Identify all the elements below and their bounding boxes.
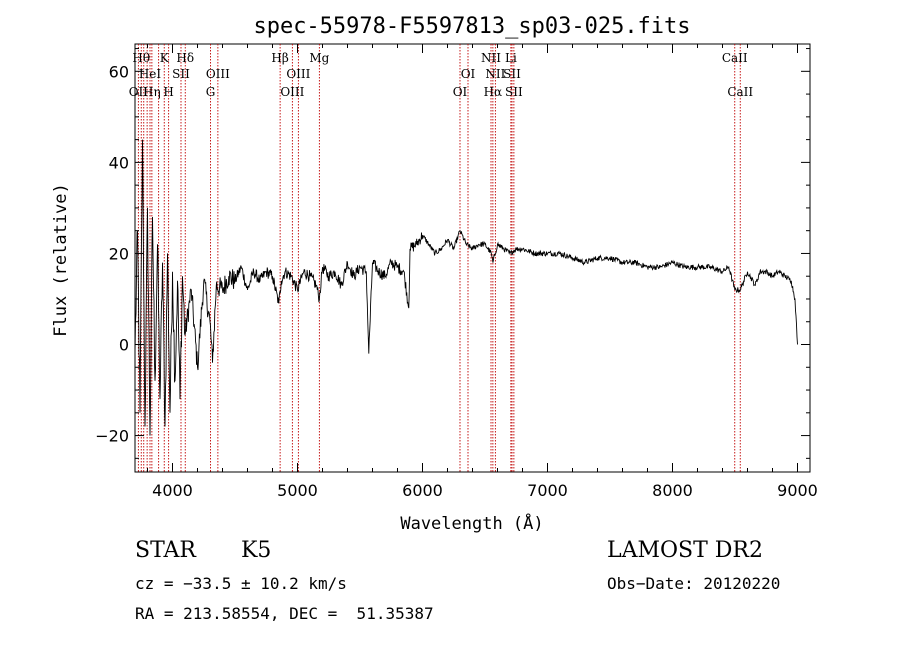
coordinates-readout: RA = 213.58554, DEC = 51.35387 bbox=[135, 604, 434, 623]
obs-date: Obs−Date: 20120220 bbox=[607, 574, 781, 593]
spectrum-series bbox=[134, 139, 798, 436]
line-marker-label: H bbox=[163, 85, 173, 99]
line-marker-label: CaII bbox=[727, 85, 753, 99]
line-marker-label: Mg bbox=[309, 51, 329, 65]
line-marker-label: SII bbox=[172, 67, 190, 81]
line-marker-label: SII bbox=[503, 67, 521, 81]
y-tick-label: 0 bbox=[119, 336, 129, 355]
x-axis-label: Wavelength (Å) bbox=[400, 512, 543, 534]
x-tick-label: 8000 bbox=[652, 481, 693, 500]
line-marker-label: Hα bbox=[484, 85, 503, 99]
line-marker-label: Li bbox=[505, 51, 517, 65]
axis-ticks bbox=[135, 44, 810, 472]
line-marker-label: OIII bbox=[286, 67, 310, 81]
line-marker-label: NII bbox=[485, 67, 505, 81]
line-marker-label: CaII bbox=[722, 51, 748, 65]
line-marker-label: K bbox=[160, 51, 170, 65]
line-marker-label: SII bbox=[505, 85, 523, 99]
line-marker-label: Hθ bbox=[132, 51, 150, 65]
spectrum-line bbox=[134, 139, 798, 436]
line-marker-label: NII bbox=[481, 51, 501, 65]
object-subclass: K5 bbox=[241, 538, 272, 563]
object-class: STAR bbox=[135, 538, 196, 563]
survey-name: LAMOST DR2 bbox=[607, 538, 763, 563]
y-tick-label: 60 bbox=[109, 62, 129, 81]
x-tick-label: 5000 bbox=[277, 481, 318, 500]
line-marker-label: Hβ bbox=[271, 51, 288, 65]
line-marker-label: Hη bbox=[143, 85, 161, 99]
redshift-readout: cz = −33.5 ± 10.2 km/s bbox=[135, 574, 347, 593]
axis-tick-labels: 4000 5000 6000 7000 8000 9000 −20 0 20 40 60 bbox=[95, 62, 818, 500]
line-marker-label: OII bbox=[129, 85, 149, 99]
line-marker-label: OI bbox=[453, 85, 468, 99]
line-markers bbox=[137, 44, 741, 472]
line-marker-label: OIII bbox=[280, 85, 304, 99]
line-marker-label: OI bbox=[461, 67, 476, 81]
line-marker-label: OIII bbox=[206, 67, 230, 81]
y-axis-label: Flux (relative) bbox=[51, 183, 71, 337]
line-marker-label: G bbox=[206, 85, 216, 99]
x-tick-label: 6000 bbox=[402, 481, 443, 500]
line-marker-labels: OII Hθ HeI Hη K H SII Hδ G OIII Hβ OIII OIII Mg OI OI NI… bbox=[129, 51, 754, 99]
x-tick-label: 9000 bbox=[777, 481, 818, 500]
line-marker-label: HeI bbox=[139, 67, 162, 81]
y-tick-label: −20 bbox=[95, 427, 129, 446]
y-tick-label: 20 bbox=[109, 244, 129, 263]
x-tick-label: 4000 bbox=[152, 481, 193, 500]
chart-title: spec-55978-F5597813_sp03-025.fits bbox=[253, 14, 690, 39]
plot-frame bbox=[134, 43, 811, 473]
y-tick-label: 40 bbox=[109, 153, 129, 172]
line-marker-label: Hδ bbox=[176, 51, 194, 65]
x-tick-label: 7000 bbox=[527, 481, 568, 500]
